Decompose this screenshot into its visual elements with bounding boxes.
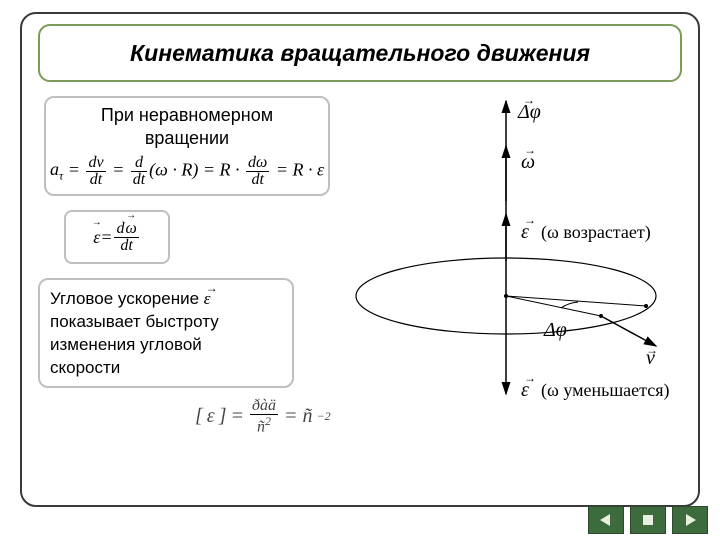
- nav-stop-button[interactable]: [630, 506, 666, 534]
- label-omega: → ω: [521, 137, 541, 173]
- label-eps-up: → ε: [521, 207, 541, 243]
- explain-l4: скорости: [50, 357, 282, 380]
- formula-a-tau: aτ = dvdt = ddt(ω · R) = R · dωdt = R · …: [50, 155, 318, 188]
- explain-box: Угловое ускорение →ε показывает быстроту…: [38, 278, 294, 388]
- label-omega-dec: (ω уменьшается): [541, 380, 670, 401]
- label-eps-dn: → ε: [521, 365, 541, 401]
- dimension-formula: [ε] = ðàäñ2 = ñ−2: [195, 398, 331, 435]
- subtitle-line2: вращении: [56, 127, 318, 150]
- nav-next-button[interactable]: [672, 506, 708, 534]
- nav-buttons: [588, 506, 708, 534]
- label-omega-inc: (ω возрастает): [541, 222, 651, 243]
- explain-l3: изменения угловой: [50, 334, 282, 357]
- formula-epsilon: ε = dωdt: [64, 210, 170, 264]
- title-text: Кинематика вращательного движения: [130, 40, 590, 67]
- label-dphi-top: → Δφ: [517, 96, 541, 123]
- explain-l2: показывает быстроту: [50, 311, 282, 334]
- subtitle-box: При неравномерном вращении aτ = dvdt = d…: [44, 96, 330, 196]
- explain-l1: Угловое ускорение →ε: [50, 288, 282, 311]
- label-dphi-angle: Δφ: [543, 319, 567, 341]
- subtitle-line1: При неравномерном: [56, 104, 318, 127]
- nav-prev-button[interactable]: [588, 506, 624, 534]
- title-box: Кинематика вращательного движения: [38, 24, 682, 82]
- rotation-diagram: Δφ → v → Δφ → ω → ε (ω возрастает): [346, 96, 706, 406]
